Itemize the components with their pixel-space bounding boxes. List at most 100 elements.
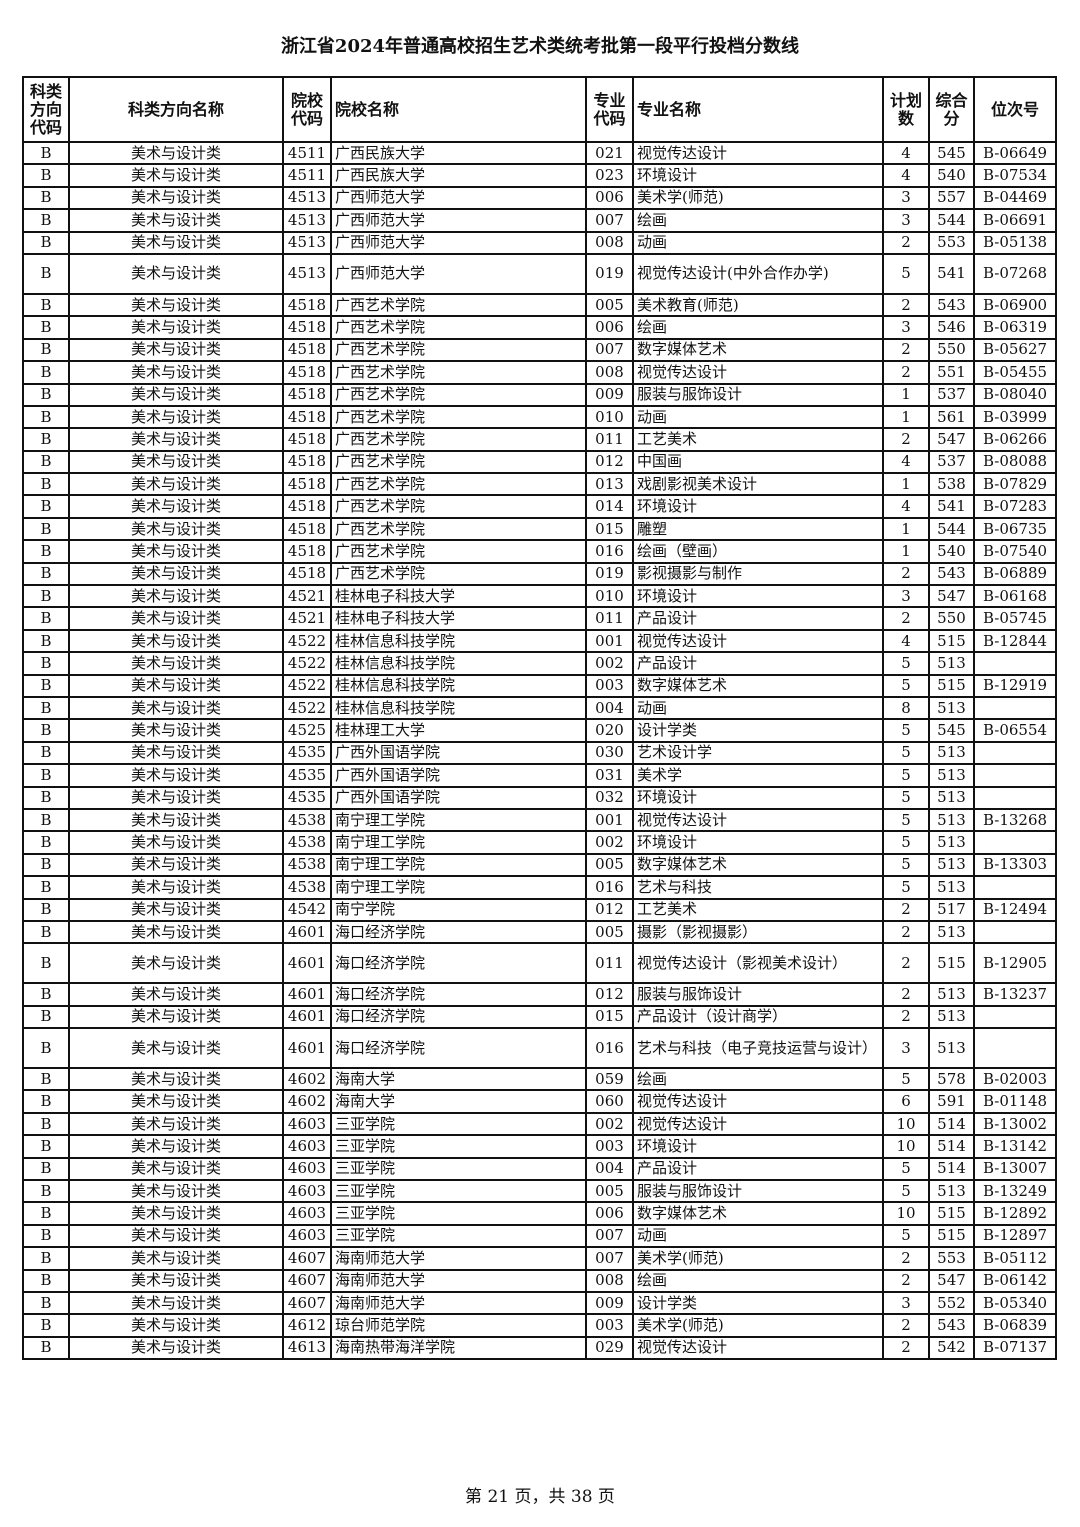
cell-major-code: 002 <box>585 830 634 855</box>
cell-direction-code: B <box>22 449 70 475</box>
cell-major-code: 029 <box>585 1335 634 1361</box>
cell-rank-number: B-07283 <box>973 494 1057 519</box>
cell-school-name: 海南大学 <box>330 1089 587 1114</box>
table-row: B 美术与设计类 4518 广西艺术学院 010 动画 1 561 B-03999 <box>22 404 1057 430</box>
cell-school-code: 4602 <box>282 1089 332 1114</box>
cell-rank-number: B-07534 <box>973 163 1057 188</box>
cell-major-name: 环境设计 <box>632 830 884 855</box>
cell-major-code: 010 <box>585 404 634 430</box>
cell-school-code: 4603 <box>282 1201 332 1226</box>
cell-major-name: 美术学 <box>632 763 884 788</box>
cell-direction-code: B <box>22 292 70 318</box>
header-score: 综合分 <box>928 76 975 143</box>
cell-direction-name: 美术与设计类 <box>68 315 284 340</box>
cell-school-code: 4513 <box>282 252 332 295</box>
table-row: B 美术与设计类 4601 海口经济学院 015 产品设计（设计商学） 2 513 <box>22 1004 1057 1030</box>
cell-major-code: 008 <box>585 1268 634 1293</box>
cell-school-code: 4518 <box>282 404 332 430</box>
table-row: B 美术与设计类 4601 海口经济学院 011 视觉传达设计（影视美术设计） 2 515 B-… <box>22 942 1057 985</box>
cell-school-name: 广西艺术学院 <box>330 561 587 587</box>
cell-rank-number: B-06554 <box>973 718 1057 743</box>
cell-major-code: 008 <box>585 230 634 255</box>
cell-plan-count: 5 <box>882 807 930 833</box>
cell-rank-number: B-13002 <box>973 1111 1057 1137</box>
cell-rank-number <box>973 651 1057 676</box>
table-header-row: 科类方向代码 科类方向名称 院校代码 院校名称 专业代码 专业名称 计划数 综合… <box>22 76 1057 143</box>
table-row: B 美术与设计类 4603 三亚学院 003 环境设计 10 514 B-13142 <box>22 1134 1057 1159</box>
cell-plan-count: 2 <box>882 427 930 452</box>
cell-major-name: 数字媒体艺术 <box>632 673 884 699</box>
cell-major-code: 015 <box>585 1004 634 1030</box>
cell-major-code: 009 <box>585 382 634 407</box>
cell-major-code: 004 <box>585 695 634 721</box>
cell-total-score: 591 <box>928 1089 975 1114</box>
cell-school-code: 4518 <box>282 360 332 385</box>
cell-major-name: 环境设计 <box>632 494 884 519</box>
cell-major-name: 环境设计 <box>632 163 884 188</box>
cell-plan-count: 3 <box>882 315 930 340</box>
cell-direction-code: B <box>22 718 70 743</box>
cell-direction-code: B <box>22 252 70 295</box>
cell-direction-code: B <box>22 1246 70 1271</box>
cell-direction-name: 美术与设计类 <box>68 606 284 631</box>
cell-total-score: 515 <box>928 1223 975 1249</box>
cell-plan-count: 1 <box>882 516 930 542</box>
cell-rank-number: B-06839 <box>973 1313 1057 1338</box>
cell-major-name: 艺术与科技 <box>632 875 884 900</box>
cell-direction-code: B <box>22 1335 70 1361</box>
cell-major-code: 003 <box>585 673 634 699</box>
table-row: B 美术与设计类 4525 桂林理工大学 020 设计学类 5 545 B-06554 <box>22 718 1057 743</box>
cell-direction-code: B <box>22 516 70 542</box>
cell-direction-code: B <box>22 404 70 430</box>
cell-school-name: 广西外国语学院 <box>330 785 587 810</box>
cell-rank-number <box>973 740 1057 766</box>
cell-direction-code: B <box>22 1111 70 1137</box>
cell-direction-code: B <box>22 1156 70 1182</box>
cell-direction-name: 美术与设计类 <box>68 1089 284 1114</box>
cell-plan-count: 2 <box>882 1246 930 1271</box>
table-row: B 美术与设计类 4602 海南大学 060 视觉传达设计 6 591 B-01148 <box>22 1089 1057 1114</box>
cell-major-code: 004 <box>585 1156 634 1182</box>
cell-school-name: 南宁理工学院 <box>330 875 587 900</box>
cell-direction-code: B <box>22 875 70 900</box>
table-row: B 美术与设计类 4518 广西艺术学院 019 影视摄影与制作 2 543 B-06889 <box>22 561 1057 587</box>
cell-total-score: 540 <box>928 163 975 188</box>
cell-major-name: 中国画 <box>632 449 884 475</box>
cell-major-name: 设计学类 <box>632 1290 884 1316</box>
cell-direction-name: 美术与设计类 <box>68 673 284 699</box>
cell-direction-code: B <box>22 584 70 609</box>
cell-major-name: 影视摄影与制作 <box>632 561 884 587</box>
cell-plan-count: 2 <box>882 1313 930 1338</box>
cell-direction-code: B <box>22 942 70 985</box>
cell-direction-name: 美术与设计类 <box>68 942 284 985</box>
cell-major-code: 005 <box>585 919 634 945</box>
cell-major-name: 美术学(师范) <box>632 1313 884 1338</box>
cell-school-code: 4607 <box>282 1268 332 1293</box>
cell-rank-number: B-06142 <box>973 1268 1057 1293</box>
cell-major-name: 动画 <box>632 404 884 430</box>
table-row: B 美术与设计类 4513 广西师范大学 008 动画 2 553 B-05138 <box>22 230 1057 255</box>
cell-direction-code: B <box>22 1268 70 1293</box>
cell-plan-count: 5 <box>882 252 930 295</box>
table-row: B 美术与设计类 4601 海口经济学院 005 摄影（影视摄影） 2 513 <box>22 919 1057 945</box>
cell-major-code: 031 <box>585 763 634 788</box>
cell-direction-name: 美术与设计类 <box>68 539 284 564</box>
cell-direction-name: 美术与设计类 <box>68 982 284 1007</box>
cell-school-code: 4513 <box>282 185 332 211</box>
cell-plan-count: 2 <box>882 292 930 318</box>
cell-rank-number: B-13249 <box>973 1178 1057 1204</box>
cell-rank-number <box>973 1027 1057 1070</box>
cell-rank-number: B-07540 <box>973 539 1057 564</box>
cell-direction-name: 美术与设计类 <box>68 163 284 188</box>
cell-plan-count: 5 <box>882 1178 930 1204</box>
cell-plan-count: 5 <box>882 785 930 810</box>
table-row: B 美术与设计类 4518 广西艺术学院 008 视觉传达设计 2 551 B-05455 <box>22 360 1057 385</box>
cell-school-name: 桂林电子科技大学 <box>330 584 587 609</box>
cell-school-code: 4601 <box>282 942 332 985</box>
cell-school-name: 海南热带海洋学院 <box>330 1335 587 1361</box>
cell-direction-name: 美术与设计类 <box>68 561 284 587</box>
cell-school-code: 4518 <box>282 472 332 497</box>
cell-total-score: 540 <box>928 539 975 564</box>
cell-direction-code: B <box>22 651 70 676</box>
cell-direction-code: B <box>22 695 70 721</box>
